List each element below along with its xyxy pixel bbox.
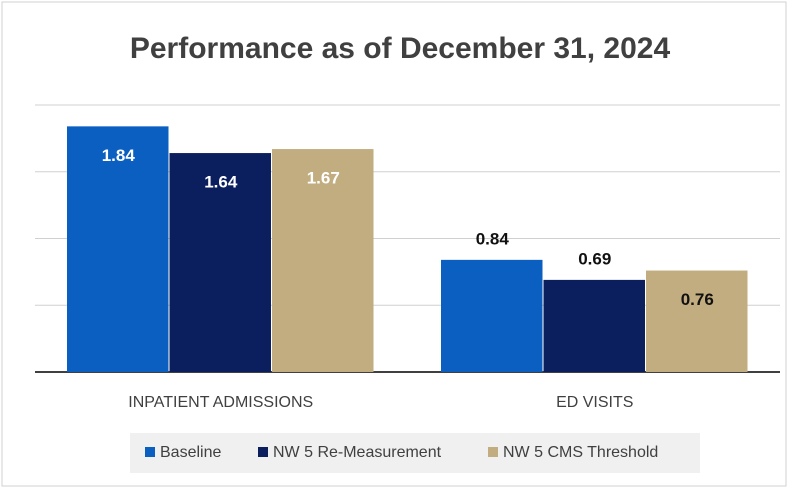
- bar: [67, 126, 169, 372]
- data-label: 0.84: [476, 229, 510, 248]
- data-label: 1.84: [102, 146, 136, 165]
- bar: [646, 270, 748, 372]
- legend-label: NW 5 CMS Threshold: [503, 444, 658, 461]
- data-label: 1.67: [307, 169, 340, 188]
- data-label: 1.64: [204, 173, 238, 192]
- bar: [169, 153, 271, 372]
- legend-swatch: [258, 447, 268, 457]
- bar: [272, 149, 374, 372]
- legend-label: NW 5 Re-Measurement: [273, 444, 442, 461]
- legend-swatch: [145, 447, 155, 457]
- legend-box: [130, 433, 700, 473]
- legend-label: Baseline: [160, 444, 221, 461]
- data-label: 0.69: [578, 249, 611, 268]
- legend-swatch: [488, 447, 498, 457]
- bar: [441, 259, 543, 372]
- bar: [543, 279, 645, 372]
- chart-title: Performance as of December 31, 2024: [130, 32, 671, 65]
- x-tick-label: INPATIENT ADMISSIONS: [128, 394, 313, 411]
- x-tick-label: ED VISITS: [556, 394, 633, 411]
- data-label: 0.76: [681, 290, 714, 309]
